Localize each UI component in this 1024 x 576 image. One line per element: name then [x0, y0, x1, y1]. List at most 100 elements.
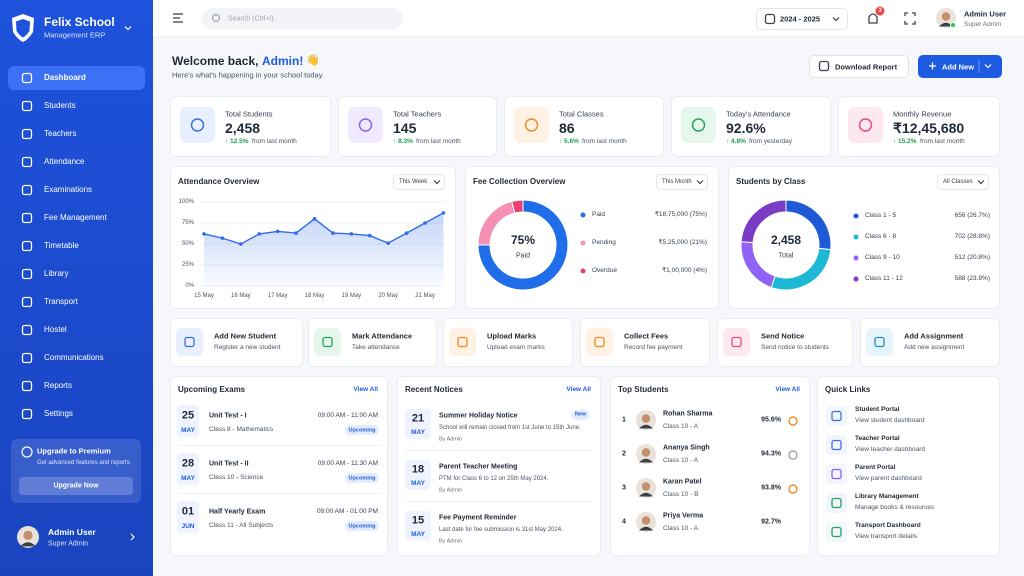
- menu-label[interactable]: Dashboard: [44, 73, 86, 82]
- student-rank: 4: [622, 518, 626, 526]
- menu-icon: [21, 296, 33, 308]
- donut-segment: [477, 199, 569, 291]
- upgrade-button-label[interactable]: Upgrade Now: [53, 482, 99, 490]
- menu-label[interactable]: Library: [44, 269, 69, 278]
- action-icon: [731, 336, 742, 348]
- link-text: View transport details: [855, 532, 918, 540]
- link-title[interactable]: Parent Portal: [855, 463, 896, 471]
- dropdown-label[interactable]: This Week: [399, 179, 428, 185]
- y-tick-label: 0%: [185, 283, 194, 289]
- donut-segment: [477, 200, 516, 246]
- action-title[interactable]: Add New Student: [214, 331, 277, 341]
- menu-label[interactable]: Timetable: [44, 241, 79, 250]
- menu-label[interactable]: Attendance: [44, 157, 85, 166]
- menu-label[interactable]: Communications: [44, 353, 104, 362]
- action-icon-box: [586, 328, 613, 356]
- menu-icon: [21, 324, 33, 336]
- chart-title: Attendance Overview: [178, 177, 260, 186]
- donut-center-value: 75%: [510, 233, 536, 247]
- action-icon-box: [314, 328, 341, 356]
- student-class: Class 10 - A: [663, 456, 699, 464]
- link-title[interactable]: Library Management: [855, 492, 919, 500]
- link-title[interactable]: Student Portal: [855, 405, 900, 413]
- year-select[interactable]: [756, 8, 848, 30]
- menu-label[interactable]: Examinations: [44, 185, 93, 194]
- search-placeholder[interactable]: Search (Ctrl+/): [228, 15, 274, 23]
- date-box: [405, 409, 431, 439]
- upgrade-title: Upgrade to Premium: [37, 446, 111, 456]
- add-new-label[interactable]: Add New: [942, 62, 975, 72]
- line: [203, 212, 444, 245]
- medal: [788, 416, 798, 426]
- view-all-link[interactable]: View All: [566, 385, 591, 393]
- chart-dropdown[interactable]: [393, 174, 445, 190]
- dropdown-label[interactable]: All Classes: [943, 179, 973, 185]
- add-new-button[interactable]: [918, 55, 1002, 78]
- link-title[interactable]: Transport Dashboard: [855, 521, 921, 529]
- stat-label: Total Teachers: [393, 109, 442, 119]
- download-button[interactable]: [809, 55, 909, 78]
- legend-label: Class 9 - 10: [865, 253, 900, 261]
- date-box: [405, 511, 431, 541]
- menu-label[interactable]: Fee Management: [44, 213, 107, 222]
- action-title[interactable]: Send Notice: [761, 331, 805, 341]
- stat-icon: [524, 118, 539, 132]
- menu-label[interactable]: Teachers: [44, 129, 77, 138]
- dropdown-label[interactable]: This Month: [662, 179, 692, 185]
- upgrade-button[interactable]: [19, 477, 133, 495]
- user-role: Super Admin: [48, 540, 89, 548]
- stat-change: ↑ 8.3%: [393, 137, 413, 145]
- student-score: 92.7%: [761, 518, 781, 526]
- link-text: Manage books & resources: [855, 503, 935, 511]
- action-title[interactable]: Upload Marks: [487, 331, 537, 341]
- date-month: MAY: [411, 530, 425, 538]
- exam-name: Unit Test - I: [209, 412, 247, 420]
- link-icon: [831, 526, 842, 538]
- view-all-link[interactable]: View All: [353, 385, 378, 393]
- medal: [788, 450, 798, 460]
- year-label[interactable]: 2024 - 2025: [780, 14, 821, 24]
- notice-by: By Admin: [439, 538, 463, 545]
- action-text: Record fee payment: [624, 343, 683, 351]
- line-point: [294, 231, 298, 235]
- date-day: 18: [411, 463, 425, 476]
- legend-label: Overdue: [592, 266, 617, 274]
- menu-icon: [21, 72, 33, 84]
- menu-item-active[interactable]: [8, 66, 145, 90]
- legend-value: 588 (23.9%): [954, 274, 990, 282]
- chart-dropdown[interactable]: [656, 174, 708, 190]
- upgrade-text: Get advanced features and reports: [37, 460, 130, 466]
- exam-name: Half Yearly Exam: [209, 508, 266, 516]
- menu-icon: [21, 156, 33, 168]
- x-tick-label: 18 May: [304, 293, 325, 299]
- stat-label: Total Students: [225, 109, 273, 119]
- chart-dropdown[interactable]: [937, 174, 989, 190]
- link-text: View teacher dashboard: [855, 445, 925, 453]
- stat-value: 86: [559, 120, 575, 136]
- menu-label[interactable]: Reports: [44, 381, 73, 390]
- legend-label: Class 11 - 12: [865, 274, 903, 282]
- legend-label: Class 6 - 8: [865, 232, 897, 240]
- menu-label[interactable]: Settings: [44, 409, 73, 418]
- chevron: [433, 180, 441, 185]
- exam-name: Unit Test - II: [209, 460, 249, 468]
- chart-title: Fee Collection Overview: [473, 177, 566, 186]
- legend-dot: [853, 213, 859, 219]
- legend-value: ₹5,25,000 (21%): [658, 238, 707, 246]
- menu-label[interactable]: Hostel: [44, 325, 67, 334]
- action-title[interactable]: Mark Attendance: [352, 331, 413, 341]
- menu-label[interactable]: Transport: [44, 297, 78, 306]
- exam-time: 09:00 AM - 01:00 PM: [316, 507, 378, 515]
- download-label[interactable]: Download Report: [835, 62, 898, 72]
- search-box[interactable]: [202, 8, 403, 30]
- action-text: Upload exam marks: [487, 343, 545, 351]
- student-name: Priya Verma: [663, 512, 704, 520]
- y-tick-label: 25%: [181, 262, 194, 268]
- menu-label[interactable]: Students: [44, 101, 76, 110]
- view-all-link[interactable]: View All: [775, 385, 800, 393]
- link-title[interactable]: Teacher Portal: [855, 434, 900, 442]
- action-title[interactable]: Collect Fees: [624, 331, 669, 341]
- exam-status: Upcoming: [348, 522, 376, 529]
- action-title[interactable]: Add Assignment: [904, 331, 964, 341]
